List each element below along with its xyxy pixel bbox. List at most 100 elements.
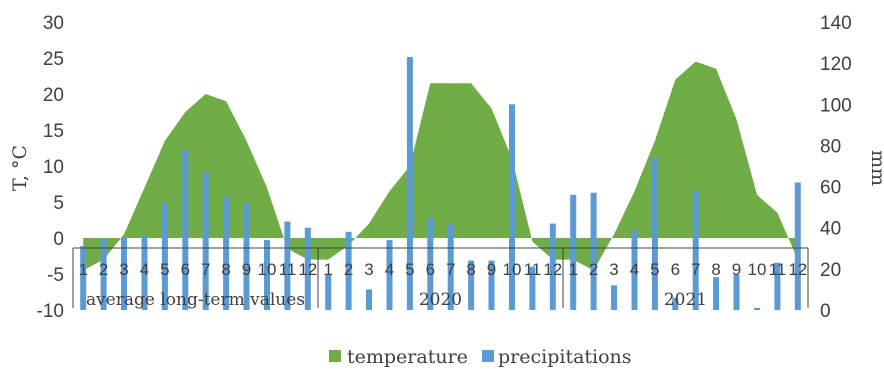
precipitation-bar: [672, 297, 679, 310]
month-label: 11: [769, 260, 787, 279]
precipitation-bar: [631, 229, 638, 310]
month-label: 5: [405, 260, 414, 279]
precipitation-bar: [345, 231, 352, 310]
right-tick-label: 80: [820, 136, 841, 157]
precipitation-bar: [488, 260, 495, 310]
precipitation-bar: [692, 190, 699, 310]
precipitation-bar: [651, 157, 658, 310]
temperature-area: [83, 61, 798, 271]
legend-label-precipitations: precipitations: [498, 346, 632, 368]
precipitation-bar: [509, 104, 515, 310]
left-tick-label: 20: [43, 85, 64, 106]
month-label: 7: [201, 260, 210, 279]
month-label: 1: [568, 260, 577, 279]
month-label: 12: [298, 260, 317, 279]
month-label: 10: [503, 260, 522, 279]
precipitation-bar: [161, 203, 168, 310]
month-label: 4: [630, 260, 639, 279]
month-label: 1: [323, 260, 332, 279]
month-label: 3: [119, 260, 128, 279]
precipitation-bar: [774, 262, 781, 310]
right-axis-title: mm: [867, 150, 884, 186]
precipitation-bar: [386, 240, 393, 310]
group-label: 2020: [419, 290, 462, 310]
month-label: 2: [589, 260, 598, 279]
left-tick-label: 10: [43, 157, 64, 178]
group-label: 2021: [664, 290, 707, 310]
precipitation-bar: [549, 223, 556, 310]
precipitation-bar: [264, 240, 270, 310]
month-label: 9: [732, 260, 741, 279]
month-label: 7: [446, 260, 455, 279]
legend-swatch-precipitations: [482, 350, 494, 362]
precipitation-bar: [529, 266, 536, 310]
precipitation-bar: [427, 217, 434, 310]
month-label: 2: [99, 260, 108, 279]
left-tick-label: 5: [53, 193, 64, 214]
month-label: 11: [279, 260, 297, 279]
month-label: 4: [140, 260, 149, 279]
precipitation-bar: [713, 277, 720, 310]
precipitation-bar: [284, 221, 291, 310]
month-label: 9: [242, 260, 251, 279]
right-tick-label: 120: [820, 54, 852, 75]
month-label: 10: [748, 260, 767, 279]
left-tick-label: 25: [43, 49, 64, 70]
precipitation-bar: [754, 307, 760, 310]
precipitation-bar: [325, 275, 332, 310]
precipitation-bar: [611, 285, 617, 310]
month-label: 7: [691, 260, 700, 279]
right-tick-label: 20: [820, 260, 841, 281]
precipitation-bar: [121, 238, 127, 310]
temperature-area-layer: [83, 61, 798, 271]
precipitation-bar: [304, 227, 311, 310]
month-label: 11: [524, 260, 542, 279]
group-label: average long-term values: [86, 290, 305, 310]
left-axis-ticks: 30 25 20 15 10 5 0 -5 -10: [37, 13, 64, 322]
month-label: 1: [78, 260, 87, 279]
precipitation-bar: [406, 57, 413, 310]
right-tick-label: 0: [820, 301, 831, 322]
group-labels: average long-term values 2020 2021: [86, 290, 707, 310]
month-label: 2: [344, 260, 353, 279]
month-label: 6: [181, 260, 190, 279]
month-label: 3: [364, 260, 373, 279]
legend-swatch-temperature: [329, 350, 341, 362]
precipitation-bar: [366, 289, 372, 310]
month-label: 9: [487, 260, 496, 279]
precipitation-bar: [182, 149, 189, 310]
month-label: 4: [385, 260, 394, 279]
month-label: 3: [609, 260, 618, 279]
precipitation-bar: [100, 240, 107, 310]
left-tick-label: -10: [37, 301, 64, 322]
legend: temperature precipitations: [329, 346, 632, 368]
left-tick-label: 0: [53, 229, 64, 250]
left-tick-label: 15: [43, 121, 64, 142]
right-tick-label: 40: [820, 219, 841, 240]
month-label: 8: [466, 260, 475, 279]
month-label: 8: [221, 260, 230, 279]
right-axis-ticks: 140 120 100 80 60 40 20 0: [820, 13, 852, 322]
precipitation-bar: [794, 182, 801, 310]
precipitation-bar: [80, 246, 87, 310]
left-tick-label: 30: [43, 13, 64, 34]
month-label: 12: [788, 260, 807, 279]
precipitation-bar: [141, 235, 148, 310]
month-label: 6: [426, 260, 435, 279]
precipitation-bar: [733, 275, 740, 310]
month-label: 10: [258, 260, 277, 279]
precipitation-bar: [468, 260, 475, 310]
precipitation-bar: [447, 223, 454, 310]
right-tick-label: 100: [820, 95, 852, 116]
left-axis-title: T, °C: [9, 145, 31, 191]
right-tick-label: 60: [820, 178, 841, 199]
precipitation-bar: [202, 172, 209, 310]
month-label: 5: [160, 260, 169, 279]
precipitation-bar: [223, 196, 230, 310]
precipitation-bar: [590, 192, 597, 310]
precipitation-bar: [570, 194, 577, 310]
precipitation-bars-layer: [80, 57, 801, 310]
right-tick-label: 140: [820, 13, 852, 34]
month-label: 5: [650, 260, 659, 279]
